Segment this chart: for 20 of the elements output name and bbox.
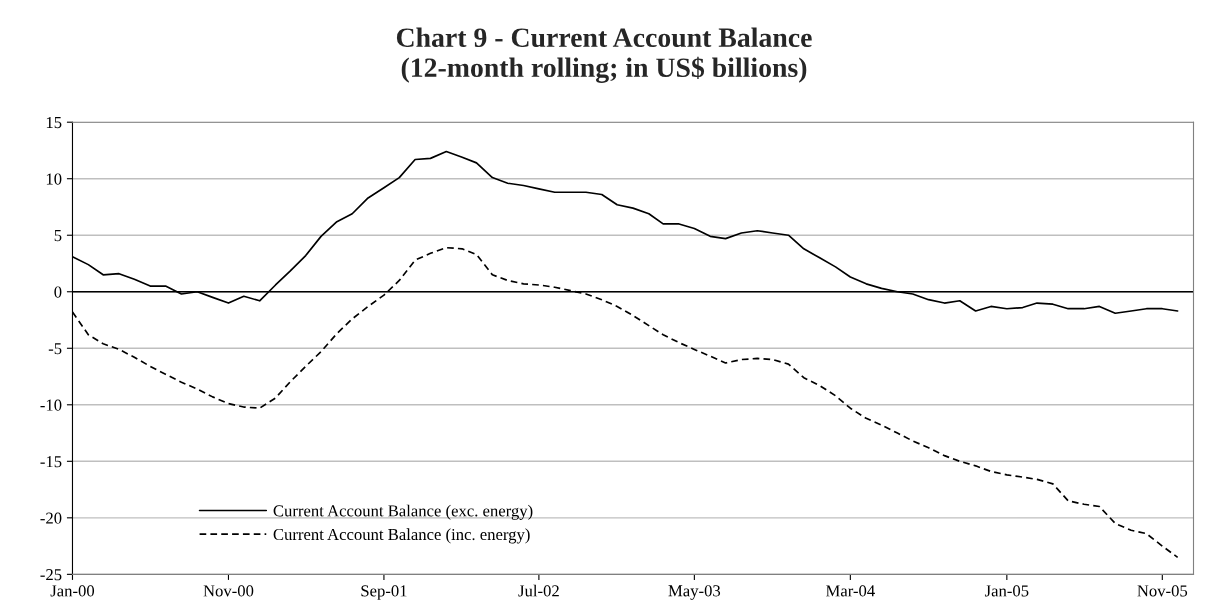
x-tick-label: Jan-05 bbox=[984, 585, 1029, 597]
x-tick-label: Mar-04 bbox=[826, 585, 875, 597]
x-tick-label: Nov-05 bbox=[1137, 585, 1188, 597]
y-tick-label: 15 bbox=[46, 116, 62, 129]
x-tick-label: Sep-01 bbox=[361, 585, 407, 600]
y-tick-label: -15 bbox=[40, 456, 62, 468]
legend-label: Current Account Balance (inc. energy) bbox=[273, 528, 530, 544]
chart-title: Chart 9 - Current Account Balance (12-month rolling; in US$ billions) bbox=[396, 27, 812, 83]
legend-label: Current Account Balance (exc. energy) bbox=[273, 504, 533, 520]
x-tick-label: Jul-02 bbox=[518, 584, 559, 597]
y-tick-label: 10 bbox=[46, 173, 62, 185]
x-tick-label: Jan-00 bbox=[50, 585, 95, 597]
y-tick-label: -25 bbox=[40, 569, 62, 581]
y-tick-label: 5 bbox=[54, 230, 62, 242]
y-tick-label: 0 bbox=[54, 286, 62, 298]
y-tick-label: -20 bbox=[40, 512, 62, 524]
x-tick-label: Nov-00 bbox=[203, 585, 254, 597]
x-tick-label: May-03 bbox=[668, 585, 721, 600]
y-tick-label: -10 bbox=[40, 399, 62, 411]
y-tick-label: -5 bbox=[48, 343, 62, 355]
